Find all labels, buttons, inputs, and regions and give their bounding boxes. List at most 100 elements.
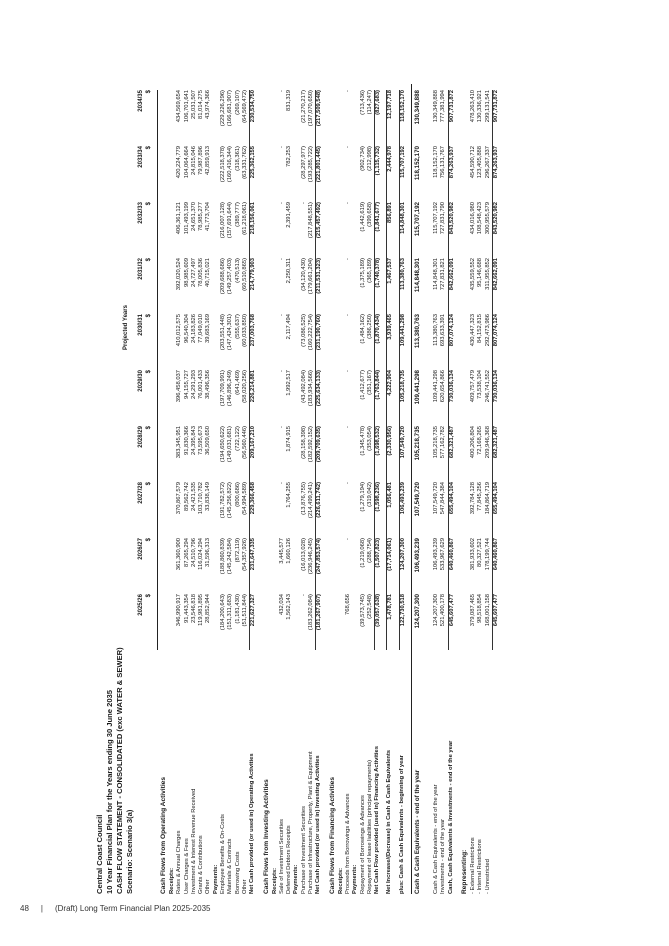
table-cell: - bbox=[278, 202, 285, 204]
table-cell: (182,592,152) bbox=[308, 426, 315, 463]
row-label: Proceeds from Borrowings & Advances bbox=[344, 793, 351, 894]
row-label: Representing: bbox=[460, 849, 468, 894]
column-headers: Projected Years 2025/26 $2026/27 $2027/28 $… bbox=[123, 90, 158, 650]
table-cell: 105,218,735 bbox=[433, 426, 440, 459]
table-cell: 209,946,368 bbox=[484, 426, 491, 459]
table-row: Repayment of lease liabilities (principa… bbox=[367, 84, 374, 894]
council-name: Central Coast Council bbox=[95, 814, 104, 894]
table-cell: 768,656 bbox=[344, 594, 351, 615]
table-cell: - bbox=[300, 594, 307, 596]
column-header: 2025/26 $ bbox=[137, 594, 153, 650]
column-unit: $ bbox=[146, 594, 152, 598]
statement-header: Central Coast Council 10 Year Financial … bbox=[95, 647, 135, 894]
table-row: Net Cash provided (or used in) Operating… bbox=[249, 84, 258, 894]
table-cell: 38,496,356 bbox=[205, 370, 212, 400]
table-cell: 106,493,239 bbox=[414, 538, 422, 573]
table-cell: 96,540,304 bbox=[183, 314, 190, 344]
table-cell: 533,967,629 bbox=[440, 538, 447, 571]
column-year: 2034/35 bbox=[138, 90, 144, 112]
row-label: Cash Flows from Operating Activities bbox=[160, 776, 167, 894]
table-cell: (288,754) bbox=[366, 538, 373, 563]
section-heading: Cash Flows from Investing Activities bbox=[262, 84, 272, 894]
column-year: 2025/26 bbox=[138, 594, 144, 616]
table-cell: 246,741,552 bbox=[484, 370, 491, 403]
page-number: 48 bbox=[20, 904, 29, 913]
row-label: Cash, Cash Equivalents & Investments - e… bbox=[447, 740, 454, 894]
table-cell: 108,548,423 bbox=[477, 202, 484, 235]
table-row: User Charges & Fees 91,443,354 87,265,294 8… bbox=[184, 84, 191, 894]
table-cell: (157,691,644) bbox=[227, 202, 234, 239]
table-row: Receipts: bbox=[272, 84, 279, 894]
table-cell: 361,360,900 bbox=[176, 538, 183, 571]
row-label: - External Restrictions bbox=[469, 837, 476, 894]
table-cell: 521,400,178 bbox=[440, 594, 447, 627]
table-cell: 118,152,170 bbox=[433, 146, 440, 178]
table-row: Materials & Contracts (151,311,683) (145,2… bbox=[227, 84, 234, 894]
table-cell: (149,031,681) bbox=[227, 426, 234, 463]
table-row: Purchase of Infrastructure, Property, Pl… bbox=[308, 84, 315, 894]
row-label: - Unrestricted bbox=[484, 859, 491, 894]
table-cell: 130,349,888 bbox=[433, 90, 440, 123]
table-cell: 95,146,688 bbox=[477, 258, 484, 288]
table-cell: - bbox=[344, 538, 351, 540]
table-cell: - bbox=[278, 426, 285, 428]
row-label: Repayment of Borrowings & Advances bbox=[359, 795, 366, 894]
table-cell: 454,590,712 bbox=[469, 146, 476, 179]
table-cell: 28,852,944 bbox=[205, 594, 212, 624]
table-cell: 73,538,104 bbox=[477, 370, 484, 400]
table-cell: (64,569,472) bbox=[241, 90, 248, 123]
table-cell: 1,660,126 bbox=[286, 538, 293, 564]
column-unit: $ bbox=[146, 258, 152, 262]
table-cell: (56,560,446) bbox=[241, 426, 248, 459]
table-cell: 396,458,037 bbox=[176, 370, 183, 403]
table-cell: 3,445,577 bbox=[278, 538, 285, 564]
table-cell: 24,510,796 bbox=[190, 538, 197, 568]
table-cell: (1,181,430) bbox=[234, 594, 241, 624]
table-row: Grants & Contributions 119,981,895 116,024… bbox=[198, 84, 205, 894]
column-header: 2030/31 $ bbox=[137, 314, 153, 370]
table-cell: - bbox=[278, 258, 285, 260]
row-label: Materials & Contracts bbox=[227, 838, 234, 894]
table-cell: (713,436) bbox=[359, 90, 366, 115]
table-cell: (147,424,301) bbox=[227, 314, 234, 351]
table-row: Cash & Cash Equivalents - end of the yea… bbox=[411, 84, 424, 894]
projected-years-label: Projected Years bbox=[123, 305, 129, 350]
table-row: Proceeds from Borrowings & Advances 768,6… bbox=[345, 84, 352, 894]
table-cell: 409,757,479 bbox=[469, 370, 476, 403]
table-cell: 43,974,366 bbox=[205, 90, 212, 120]
table-cell: (21,270,217) bbox=[300, 90, 307, 123]
table-cell: (149,257,403) bbox=[227, 258, 234, 295]
page-footer: 48 | (Draft) Long Term Financial Plan 2025… bbox=[20, 904, 210, 913]
table-cell: 346,990,917 bbox=[176, 594, 183, 627]
table-cell: (217,848,551) bbox=[308, 202, 315, 239]
table-cell: - bbox=[344, 90, 351, 92]
rotated-cash-flow-table: Central Coast Council 10 Year Financial … bbox=[95, 40, 655, 900]
table-cell: (1,279,194) bbox=[359, 482, 366, 512]
row-label: Net Cash provided (or used in) Operating… bbox=[249, 753, 256, 894]
table-cell: (1,442,619) bbox=[359, 202, 366, 232]
column-header: 2033/34 $ bbox=[137, 146, 153, 202]
table-cell: 80,327,521 bbox=[477, 538, 484, 568]
row-label: Other bbox=[205, 879, 212, 895]
table-cell: 130,336,921 bbox=[477, 90, 484, 123]
table-cell: 105,218,735 bbox=[414, 426, 422, 461]
plan-title: 10 Year Financial Plan for the Years end… bbox=[105, 689, 114, 894]
table-cell: 655,494,104 bbox=[491, 482, 501, 538]
table-cell: 24,815,046 bbox=[190, 146, 197, 176]
table-cell: 119,981,895 bbox=[198, 594, 205, 626]
table-cell: 109,441,298 bbox=[433, 370, 440, 403]
table-cell: (902,734) bbox=[359, 146, 366, 171]
column-header: 2029/30 $ bbox=[137, 370, 153, 426]
column-unit: $ bbox=[146, 482, 152, 486]
table-cell: 87,265,294 bbox=[183, 538, 190, 568]
row-label: User Charges & Fees bbox=[183, 838, 190, 894]
table-cell: (54,994,589) bbox=[241, 482, 248, 515]
table-cell: - bbox=[344, 202, 351, 204]
table-row: Receipts: bbox=[169, 84, 176, 894]
table-cell: (16,013,028) bbox=[300, 538, 307, 571]
table-cell: 25,031,507 bbox=[190, 90, 197, 120]
table-row: Other (51,511,844) (54,357,926) (54,994,589… bbox=[242, 84, 249, 894]
row-label: Cash Flows from Financing Activities bbox=[328, 777, 336, 894]
table-cell: - bbox=[344, 258, 351, 260]
table-cell: 392,020,524 bbox=[176, 258, 183, 291]
